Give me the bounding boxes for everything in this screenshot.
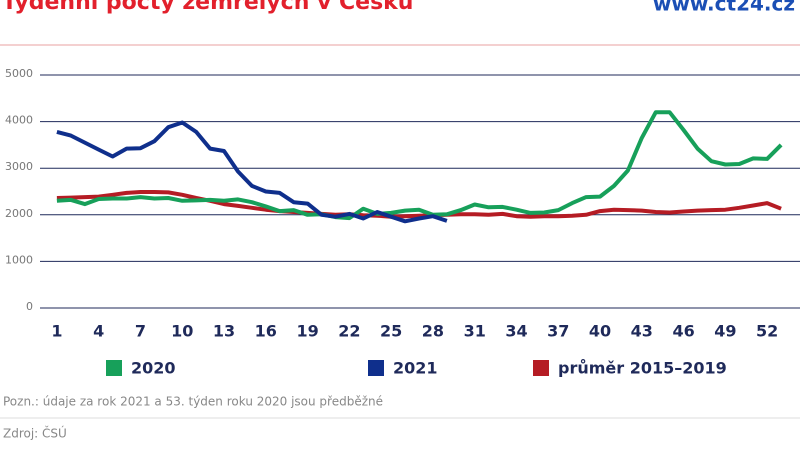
note: Pozn.: údaje za rok 2021 a 53. týden rok… (3, 395, 383, 409)
legend-label: 2021 (393, 359, 438, 378)
x-tick-label: 28 (422, 322, 444, 341)
x-tick-label: 34 (505, 322, 527, 341)
x-tick-label: 25 (380, 322, 402, 341)
series-line (56, 110, 783, 221)
y-tick-label: 4000 (5, 114, 33, 127)
legend-swatch (368, 360, 384, 376)
x-tick-label: 7 (135, 322, 146, 341)
series-line (56, 190, 782, 219)
y-tick-label: 5000 (5, 67, 33, 80)
y-tick-label: 2000 (5, 207, 33, 220)
legend-swatch (533, 360, 549, 376)
x-tick-label: 4 (93, 322, 104, 341)
y-tick-label: 0 (26, 300, 33, 313)
y-tick-label: 3000 (5, 160, 33, 173)
x-tick-label: 10 (171, 322, 193, 341)
x-tick-label: 22 (338, 322, 360, 341)
legend-label: 2020 (131, 359, 176, 378)
x-tick-label: 16 (255, 322, 277, 341)
x-tick-label: 52 (756, 322, 778, 341)
x-tick-label: 1 (51, 322, 62, 341)
x-tick-label: 13 (213, 322, 235, 341)
x-tick-label: 31 (464, 322, 486, 341)
chart-title: Týdenní počty zemřelých v Česku (2, 0, 413, 15)
source: Zdroj: ČSÚ (3, 426, 67, 441)
site-label: www.ct24.cz (653, 0, 795, 16)
y-tick-label: 1000 (5, 253, 33, 266)
x-tick-label: 37 (547, 322, 569, 341)
legend-swatch (106, 360, 122, 376)
x-tick-label: 43 (631, 322, 653, 341)
legend-label: průměr 2015–2019 (558, 359, 727, 378)
x-tick-label: 49 (714, 322, 736, 341)
series-line (56, 120, 448, 224)
x-tick-label: 40 (589, 322, 611, 341)
x-tick-label: 19 (296, 322, 318, 341)
x-tick-label: 46 (672, 322, 694, 341)
